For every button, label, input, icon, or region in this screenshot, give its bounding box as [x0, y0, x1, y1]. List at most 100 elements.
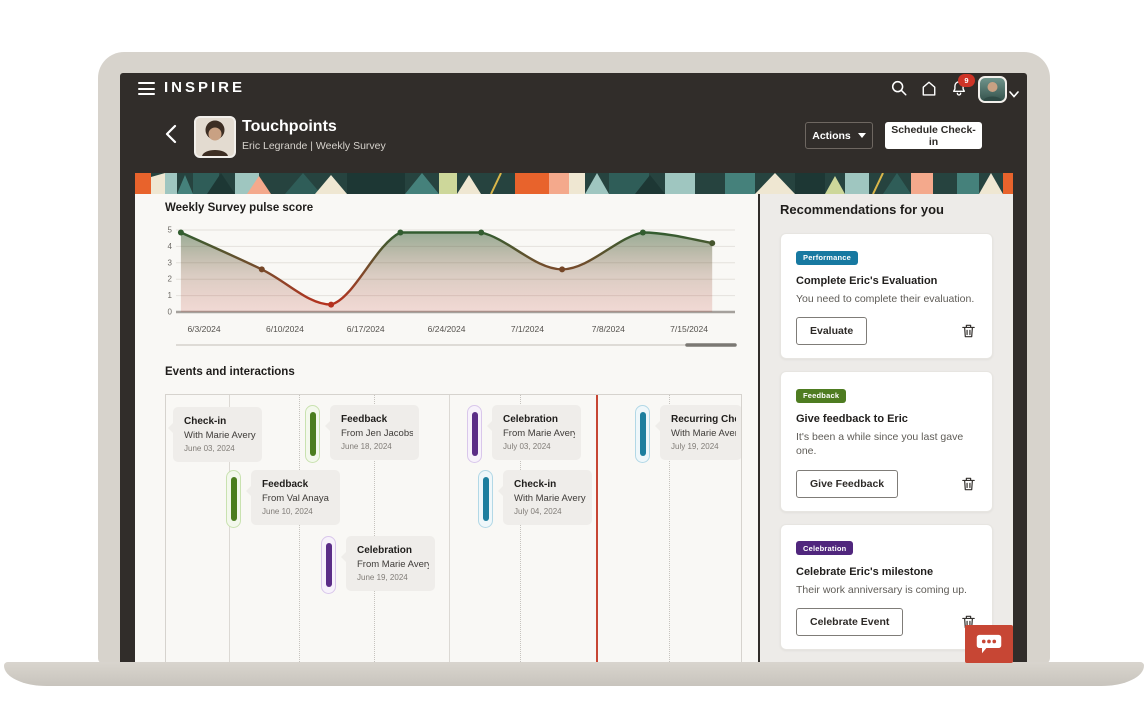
timeline-event-checkin[interactable]: Check-in With Marie Avery July 04, 2024	[478, 470, 592, 528]
laptop-base	[4, 662, 1144, 686]
event-person: With Marie Avery	[184, 430, 256, 441]
app-logo: INSPIRE	[164, 79, 246, 96]
svg-text:1: 1	[168, 291, 173, 300]
event-type: Celebration	[503, 414, 559, 425]
recommendation-desc: You need to complete their evaluation.	[796, 293, 975, 305]
timeline-event-checkin[interactable]: Check-in With Marie Avery June 03, 2024	[168, 407, 262, 462]
chat-widget-button[interactable]	[965, 625, 1013, 663]
recommendation-desc: It's been a while since you last gave on…	[796, 431, 964, 458]
trash-icon[interactable]	[960, 475, 977, 493]
menu-icon[interactable]	[138, 82, 155, 95]
event-marker-purple	[467, 405, 482, 463]
page-title: Touchpoints	[242, 118, 337, 135]
pulse-score-chart: 0 1 2 3 4 5 6/3/2024 6/10/2024 6/17/2024 6/24/202…	[168, 226, 737, 347]
timeline-event-recurring-checkin[interactable]: Recurring Check-in With Marie Avery July…	[635, 405, 741, 463]
actions-button-label: Actions	[812, 129, 851, 142]
timeline-gridline	[669, 395, 670, 663]
give-feedback-button[interactable]: Give Feedback	[796, 469, 899, 498]
event-card: Check-in With Marie Avery July 04, 2024	[498, 470, 592, 525]
event-card: Feedback From Val Anaya June 10, 2024	[246, 470, 340, 525]
svg-text:0: 0	[168, 308, 173, 317]
recommendation-title: Celebrate Eric's milestone	[796, 565, 934, 578]
events-timeline: Check-in With Marie Avery June 03, 2024 …	[165, 394, 742, 663]
event-marker-green	[226, 470, 241, 528]
event-type: Feedback	[262, 479, 309, 490]
trash-icon[interactable]	[960, 322, 977, 340]
main-panel: Weekly Survey pulse score 0 1 2 3 4 5 6/3/2024…	[135, 194, 758, 663]
event-card: Feedback From Jen Jacobs June 18, 2024	[325, 405, 419, 460]
svg-text:5: 5	[168, 226, 173, 235]
timeline-event-feedback[interactable]: Feedback From Jen Jacobs June 18, 2024	[305, 405, 419, 463]
event-type: Recurring Check-in	[671, 414, 736, 425]
home-icon[interactable]	[920, 79, 938, 97]
event-person: From Jen Jacobs	[341, 428, 413, 439]
celebration-badge: Celebration	[796, 541, 854, 556]
event-type: Feedback	[341, 414, 388, 425]
actions-button[interactable]: Actions	[805, 122, 873, 149]
svg-text:6/10/2024: 6/10/2024	[266, 324, 304, 334]
today-marker-line	[596, 395, 598, 663]
svg-text:4: 4	[168, 242, 173, 251]
event-person: From Val Anaya	[262, 493, 329, 504]
svg-text:7/15/2024: 7/15/2024	[670, 324, 708, 334]
performance-badge: Performance	[796, 250, 859, 265]
user-avatar[interactable]	[978, 76, 1007, 103]
recommendation-card-celebration: Celebration Celebrate Eric's milestone T…	[780, 523, 993, 650]
svg-text:6/3/2024: 6/3/2024	[187, 324, 220, 334]
app-screen: INSPIRE 9	[120, 73, 1027, 663]
event-type: Check-in	[184, 416, 227, 427]
svg-text:7/8/2024: 7/8/2024	[592, 324, 625, 334]
back-button[interactable]	[164, 124, 178, 144]
event-card: Check-in With Marie Avery June 03, 2024	[168, 407, 262, 462]
pulse-score-title: Weekly Survey pulse score	[165, 202, 314, 214]
event-card: Celebration From Marie Avery July 03, 20…	[487, 405, 581, 460]
employee-avatar	[194, 116, 236, 158]
celebrate-event-button[interactable]: Celebrate Event	[796, 607, 904, 636]
page-header: Touchpoints Eric Legrande | Weekly Surve…	[242, 118, 386, 152]
event-date: July 19, 2024	[671, 442, 719, 451]
timeline-gridline	[449, 395, 450, 663]
event-date: June 03, 2024	[184, 444, 235, 453]
timeline-event-feedback[interactable]: Feedback From Val Anaya June 10, 2024	[226, 470, 340, 528]
chevron-down-icon[interactable]	[1009, 85, 1019, 98]
timeline-gridline	[520, 395, 521, 663]
event-date: June 18, 2024	[341, 442, 392, 451]
event-date: July 04, 2024	[514, 507, 562, 516]
event-person: From Marie Avery	[503, 428, 575, 439]
svg-text:2: 2	[168, 275, 173, 284]
event-person: From Marie Avery	[357, 559, 429, 570]
event-marker-blue	[478, 470, 493, 528]
recommendation-card-feedback: Feedback Give feedback to Eric It's been…	[780, 371, 993, 512]
schedule-checkin-button[interactable]: Schedule Check-in	[885, 122, 982, 149]
timeline-event-celebration[interactable]: Celebration From Marie Avery July 03, 20…	[467, 405, 581, 463]
svg-text:3: 3	[168, 258, 173, 267]
timeline-gridline	[229, 395, 230, 663]
recommendations-title: Recommendations for you	[780, 202, 944, 217]
event-date: June 10, 2024	[262, 507, 313, 516]
event-date: July 03, 2024	[503, 442, 551, 451]
events-title: Events and interactions	[165, 366, 295, 378]
recommendation-desc: Their work anniversary is coming up.	[796, 583, 967, 596]
page-subtitle: Eric Legrande | Weekly Survey	[242, 140, 386, 152]
event-marker-blue	[635, 405, 650, 463]
svg-text:7/1/2024: 7/1/2024	[511, 324, 544, 334]
dropdown-caret-icon	[857, 133, 866, 138]
evaluate-button[interactable]: Evaluate	[796, 317, 868, 346]
event-date: June 19, 2024	[357, 573, 408, 582]
event-person: With Marie Avery	[671, 428, 736, 439]
event-type: Celebration	[357, 545, 413, 556]
search-icon[interactable]	[890, 79, 908, 97]
event-marker-green	[305, 405, 320, 463]
timeline-event-celebration[interactable]: Celebration From Marie Avery June 19, 20…	[321, 536, 435, 594]
event-person: With Marie Avery	[514, 493, 586, 504]
event-card: Celebration From Marie Avery June 19, 20…	[341, 536, 435, 591]
svg-text:6/24/2024: 6/24/2024	[428, 324, 466, 334]
notification-badge: 9	[958, 74, 975, 87]
laptop-frame: INSPIRE 9	[98, 52, 1050, 664]
recommendation-card-performance: Performance Complete Eric's Evaluation Y…	[780, 233, 993, 360]
banner-art	[135, 173, 1013, 194]
event-marker-purple	[321, 536, 336, 594]
schedule-checkin-label: Schedule Check-in	[891, 123, 976, 148]
recommendation-title: Give feedback to Eric	[796, 413, 908, 426]
